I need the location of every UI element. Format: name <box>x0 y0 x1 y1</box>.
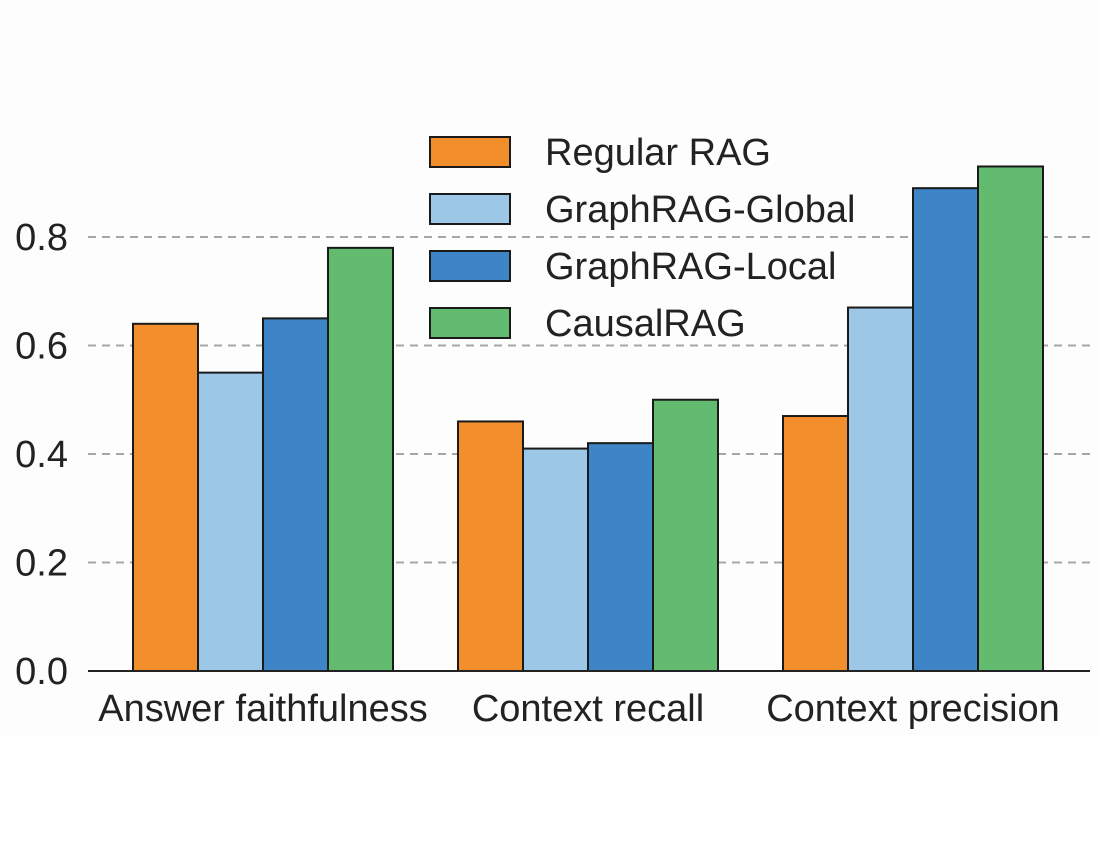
bar-regular-rag-context-recall <box>457 420 524 673</box>
legend-label-graphrag-local: GraphRAG-Local <box>545 246 836 288</box>
bar-causalrag-context-recall <box>652 398 719 672</box>
x-category-labels: Answer faithfulness Context recall Context… <box>98 688 1060 730</box>
y-tick-label: 0.2 <box>15 543 68 585</box>
y-tick-label: 0.6 <box>15 326 68 368</box>
legend-swatch-regular-rag <box>429 136 511 168</box>
legend-label-graphrag-global: GraphRAG-Global <box>545 189 855 231</box>
y-tick-label: 0.8 <box>15 217 68 259</box>
bar-graphrag-local-answer-faithfulness <box>262 317 329 672</box>
bar-graphrag-local-context-recall <box>587 442 654 672</box>
x-category-label-answer-faithfulness: Answer faithfulness <box>98 688 428 730</box>
legend-swatch-graphrag-global <box>429 193 511 225</box>
bar-graphrag-local-context-precision <box>912 187 979 673</box>
x-category-label-context-recall: Context recall <box>472 688 704 730</box>
bar-causalrag-answer-faithfulness <box>327 246 394 672</box>
y-tick-labels: 0.0 0.2 0.4 0.6 0.8 <box>15 217 68 693</box>
bar-graphrag-global-answer-faithfulness <box>197 371 264 672</box>
legend-label-causalrag: CausalRAG <box>545 303 746 345</box>
legend-swatch-graphrag-local <box>429 250 511 282</box>
bars <box>132 165 1044 673</box>
y-tick-label: 0.0 <box>15 651 68 693</box>
bar-graphrag-global-context-recall <box>522 447 589 673</box>
legend-swatch-causalrag <box>429 307 511 339</box>
x-category-label-context-precision: Context precision <box>766 688 1060 730</box>
bar-graphrag-global-context-precision <box>847 306 914 672</box>
bar-regular-rag-context-precision <box>782 415 849 672</box>
y-tick-label: 0.4 <box>15 434 68 476</box>
bar-causalrag-context-precision <box>977 165 1044 672</box>
legend: Regular RAG GraphRAG-Global GraphRAG-Local… <box>429 132 855 345</box>
legend-label-regular-rag: Regular RAG <box>545 132 771 174</box>
bar-regular-rag-answer-faithfulness <box>132 322 199 672</box>
